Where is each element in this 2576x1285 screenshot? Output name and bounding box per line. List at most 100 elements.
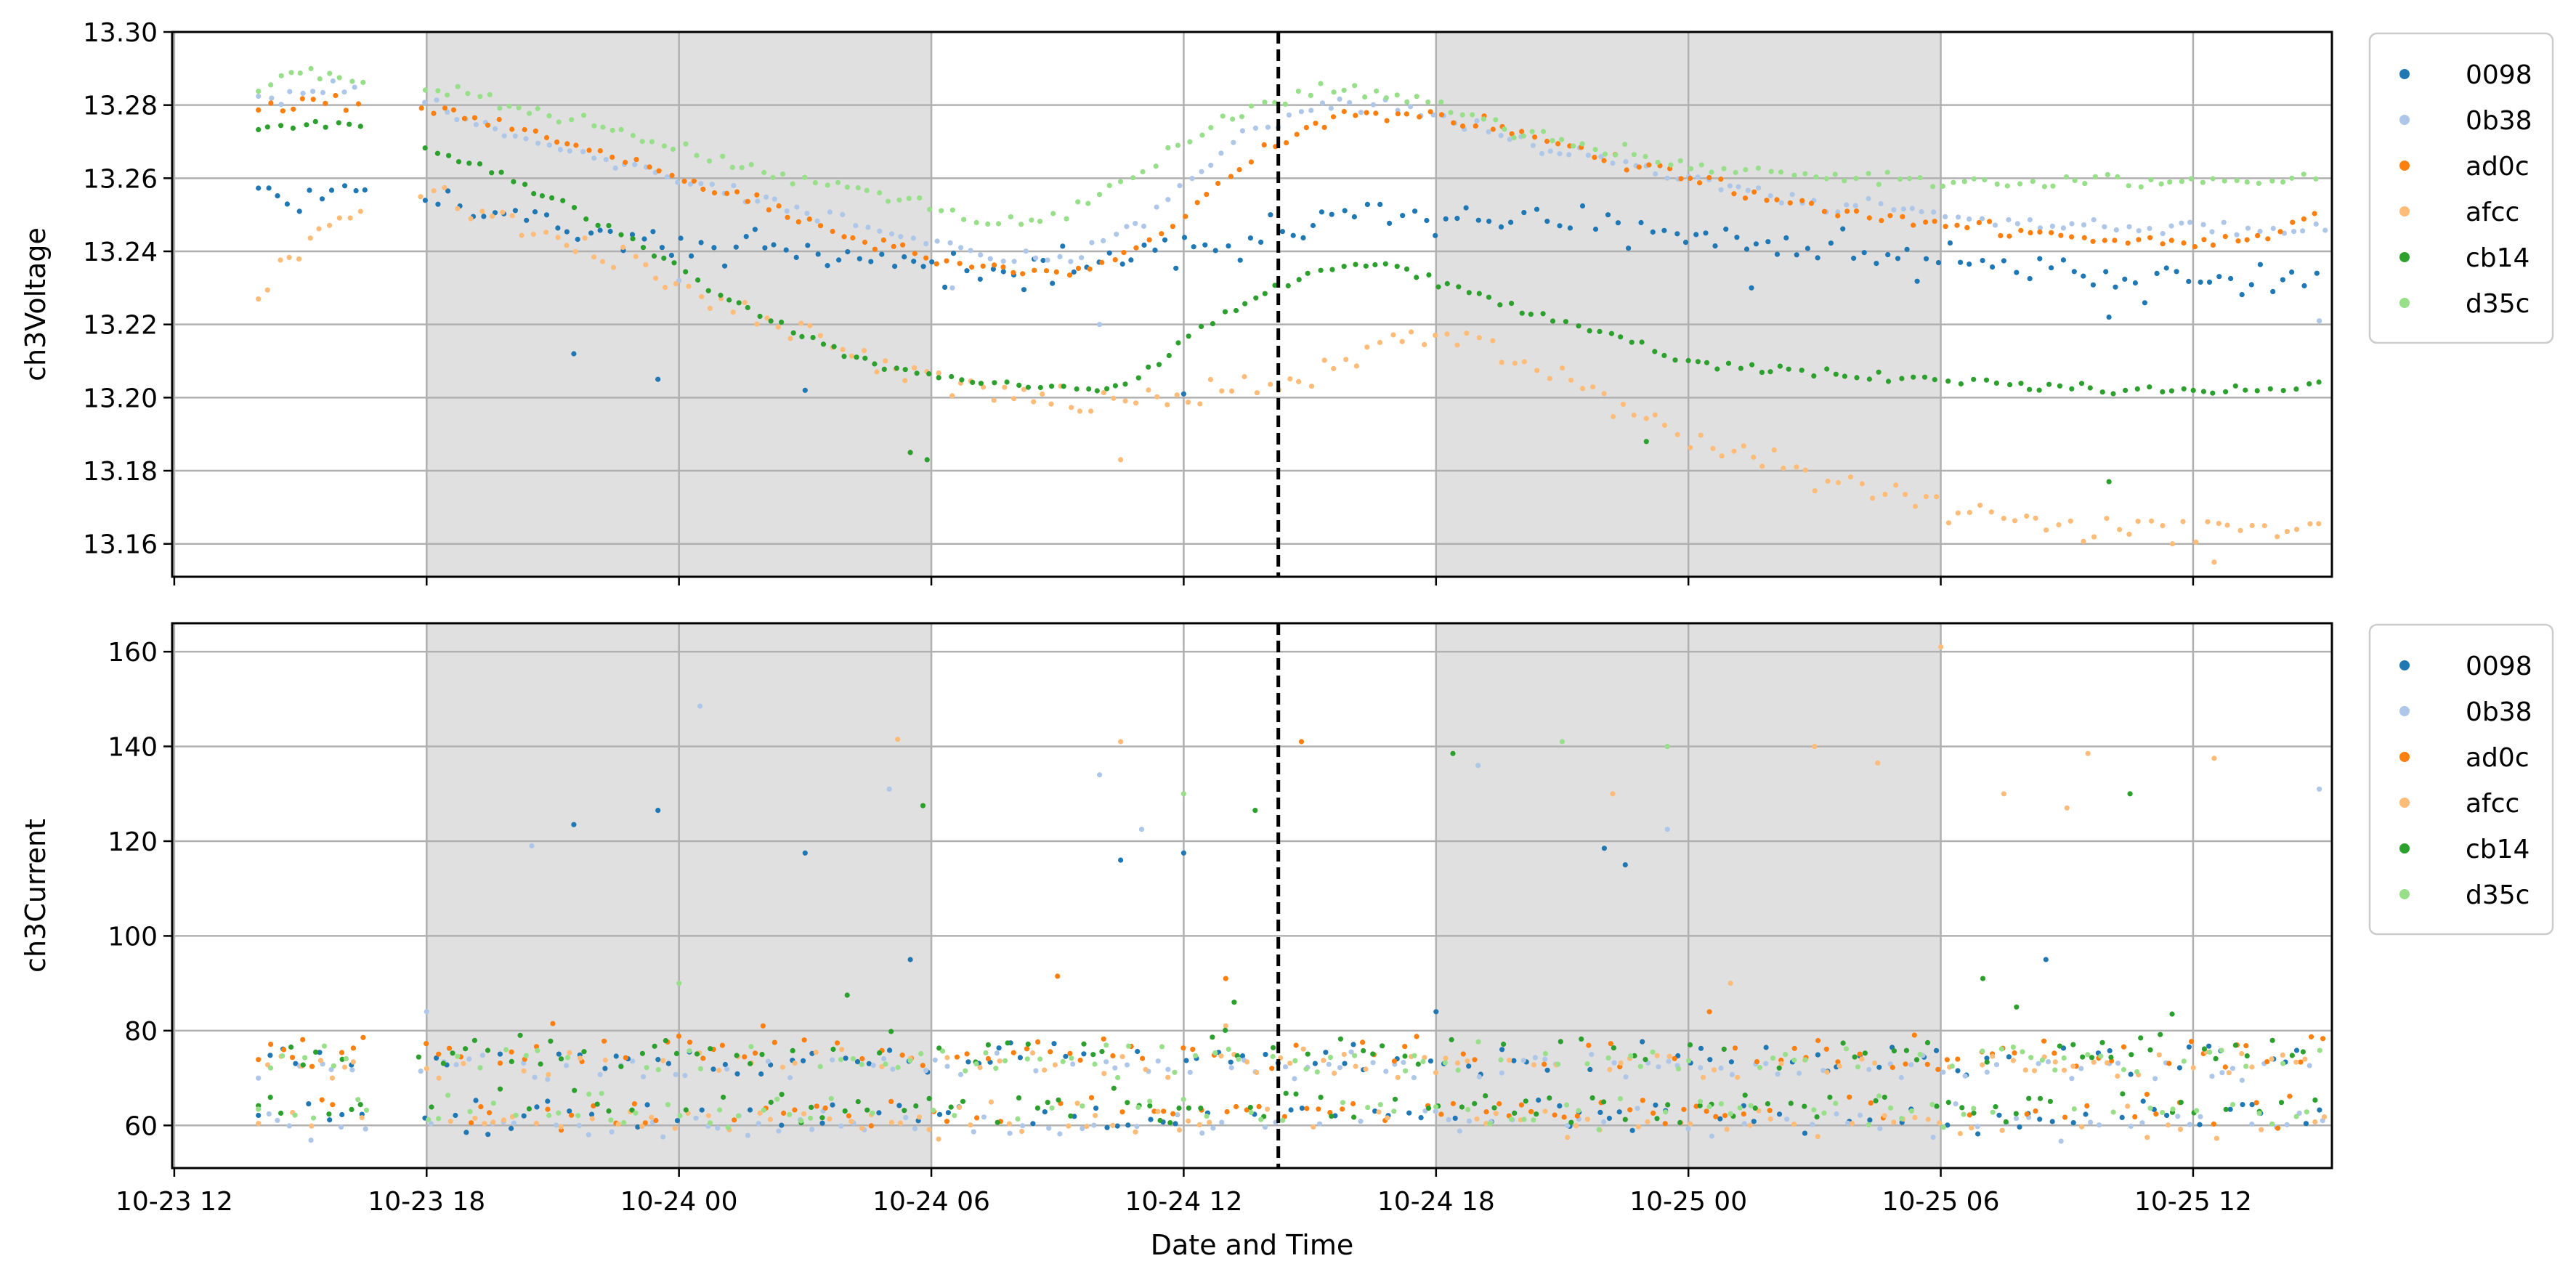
data-point: [1653, 1102, 1658, 1108]
data-point: [859, 1125, 865, 1131]
data-point: [2081, 273, 2086, 279]
data-point: [838, 1123, 844, 1129]
data-point: [280, 108, 285, 114]
data-point: [1352, 1053, 1358, 1058]
data-point: [1752, 1105, 1758, 1111]
data-point: [1754, 1059, 1760, 1065]
data-point: [1117, 179, 1124, 185]
data-point: [1975, 1131, 1981, 1137]
data-point: [1204, 1114, 1210, 1119]
data-point: [1181, 235, 1188, 240]
data-point: [2168, 223, 2174, 229]
data-point: [543, 230, 549, 235]
data-point: [1194, 200, 1200, 206]
data-point: [487, 1110, 493, 1116]
data-point: [652, 275, 659, 281]
data-point: [1256, 1103, 1262, 1109]
data-point: [1155, 1108, 1161, 1114]
data-point: [1070, 1061, 1076, 1067]
data-point-outlier: [571, 822, 577, 827]
data-point: [1540, 311, 1546, 317]
data-point: [1156, 362, 1162, 368]
data-point: [1996, 1112, 2002, 1118]
data-point: [2036, 387, 2042, 393]
data-point: [841, 354, 847, 360]
data-point: [1518, 1102, 1524, 1108]
data-point: [765, 1058, 771, 1064]
data-point: [1244, 1059, 1250, 1065]
data-point: [586, 147, 592, 153]
data-point: [912, 1126, 918, 1132]
data-point: [1980, 258, 1985, 264]
data-point: [2207, 1049, 2213, 1055]
voltage-plot-area: [171, 31, 2333, 578]
data-point: [2167, 179, 2173, 185]
data-point: [868, 1123, 874, 1129]
data-point: [745, 304, 750, 311]
data-point: [2014, 269, 2020, 275]
data-point: [1040, 257, 1046, 264]
data-point: [1867, 1117, 1873, 1123]
data-point: [2216, 274, 2222, 280]
data-point: [1093, 1106, 1099, 1111]
data-point: [1742, 1093, 1748, 1098]
data-point: [1712, 243, 1718, 249]
data-point: [672, 1125, 678, 1131]
data-point: [1196, 1122, 1202, 1127]
data-point: [297, 70, 303, 76]
data-point: [745, 198, 750, 204]
data-point: [1019, 1128, 1025, 1135]
data-point: [1940, 1069, 1946, 1075]
data-point: [968, 1122, 973, 1128]
data-point: [1805, 246, 1810, 251]
data-point: [768, 1099, 774, 1106]
data-point: [1175, 340, 1181, 346]
data-point: [2314, 270, 2320, 276]
data-point: [1635, 1106, 1640, 1111]
data-point: [809, 1127, 815, 1132]
data-point: [349, 1067, 355, 1073]
data-point: [606, 223, 612, 229]
data-point-outlier: [907, 957, 913, 962]
data-point: [1135, 1104, 1141, 1110]
data-point: [733, 244, 739, 250]
data-point: [695, 277, 701, 283]
data-point: [914, 370, 920, 376]
data-point: [1185, 400, 1191, 405]
data-point: [1456, 284, 1462, 290]
data-point: [1616, 1109, 1622, 1115]
data-point-outlier: [2043, 957, 2049, 962]
y-tick-label: 13.16: [83, 530, 158, 560]
data-point: [2080, 1054, 2086, 1060]
data-point: [2149, 518, 2155, 524]
data-point: [1765, 239, 1771, 245]
data-point: [1228, 174, 1234, 179]
data-point: [1618, 334, 1624, 340]
data-point: [1130, 175, 1136, 181]
data-point: [633, 254, 639, 259]
data-point: [1208, 162, 1214, 169]
data-point: [428, 1121, 434, 1127]
data-point: [1377, 339, 1383, 346]
data-point-outlier: [1664, 744, 1670, 750]
data-point: [538, 1061, 543, 1067]
data-point: [1198, 1106, 1204, 1111]
data-point: [1459, 1104, 1465, 1110]
data-point: [1959, 1105, 1965, 1111]
data-point: [1402, 1053, 1408, 1059]
data-point: [902, 1108, 907, 1114]
data-point: [1438, 1111, 1444, 1117]
data-point: [600, 124, 606, 130]
data-point: [357, 123, 363, 129]
data-point: [1424, 217, 1430, 224]
data-point: [1511, 1058, 1517, 1063]
data-point: [2027, 216, 2033, 223]
data-point: [1695, 359, 1701, 365]
data-point: [923, 255, 929, 261]
data-point: [1579, 203, 1586, 209]
data-point: [1341, 108, 1347, 115]
data-point: [661, 255, 667, 261]
data-point: [2099, 1039, 2105, 1045]
data-point: [1162, 237, 1168, 243]
data-point: [1133, 245, 1139, 251]
